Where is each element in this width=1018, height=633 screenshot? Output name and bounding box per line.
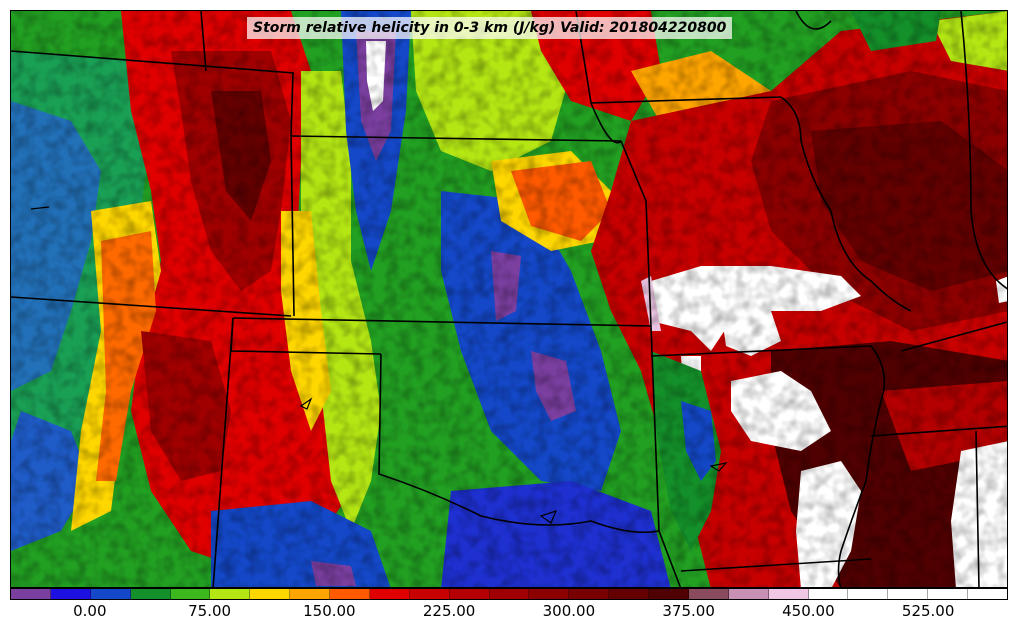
lake-2 [539,510,558,524]
colorbar-swatch-12 [489,589,530,599]
colorbar-swatch-11 [449,589,490,599]
colorbar-swatch-15 [609,589,649,599]
colorbar-tick-label: 300.00 [542,602,596,620]
state-borders [11,11,1007,587]
colorbar-swatch-14 [569,589,610,599]
border-il-in [960,11,1007,290]
colorbar-swatch-21 [848,589,889,599]
colorbar-tick-label: 525.00 [901,602,955,620]
colorbar-swatch-13 [529,589,570,599]
colorbar-swatch-0 [11,589,51,599]
lakes [30,206,728,524]
border-nm-west [212,317,234,587]
colorbar-swatch-22 [888,589,929,599]
colorbar-tick-label: 0.00 [73,602,107,620]
colorbar-swatch-18 [728,589,769,599]
border-ks-mo [620,140,652,327]
colorbar [10,588,1008,600]
colorbar-swatch-23 [928,589,968,599]
border-ne-ia [575,11,622,144]
colorbar-swatch-7 [290,589,330,599]
border-co-north [11,296,292,317]
colorbar-tick-label: 450.00 [782,602,835,620]
map-title: Storm relative helicity in 0-3 km (J/kg)… [247,17,733,39]
border-nd-sd [200,11,207,72]
colorbar-swatch-3 [130,589,171,599]
colorbar-tick-label: 75.00 [188,602,232,620]
lake-4 [30,206,50,210]
colorbar-swatch-10 [409,589,450,599]
border-ok-tx [378,353,660,534]
colorbar-swatch-2 [90,589,131,599]
border-tn-ms [870,425,1007,437]
border-ia-il [780,96,912,312]
colorbar-swatch-20 [808,589,849,599]
border-ks-south [232,317,652,327]
colorbar-tick-label: 375.00 [662,602,715,620]
border-ne-south [290,135,622,142]
colorbar-swatch-9 [369,589,410,599]
colorbar-swatch-8 [330,589,370,599]
border-ks-north [290,72,294,137]
colorbar-swatch-17 [688,589,729,599]
border-ia-mo [590,96,782,104]
border-ok-ar [650,325,682,587]
lake-1 [299,397,313,410]
border-mo-ar [650,345,872,357]
lake-3 [709,462,728,472]
border-mn-ia [795,11,832,30]
colorbar-swatch-1 [50,589,91,599]
colorbar-swatch-6 [250,589,291,599]
colorbar-swatch-19 [768,589,809,599]
colorbar-tick-label: 225.00 [422,602,476,620]
colorbar-swatch-24 [968,589,1007,599]
helicity-field [11,11,1007,587]
border-ks-co [290,135,295,317]
field-texture [11,11,1007,587]
colorbar-swatch-4 [170,589,211,599]
colorbar-ticks: 0.00 75.00 150.00 225.00 300.00 375.00 450.00 5… [10,602,1008,626]
colorbar-tick-label: 150.00 [303,602,356,620]
border-ky-tn [900,321,1007,352]
colorbar-swatch-5 [210,589,251,599]
border-mississippi [837,345,886,587]
colorbar-swatch-16 [649,589,689,599]
border-ms-al [975,430,980,587]
border-wy-ne [11,50,295,74]
helicity-map: Storm relative helicity in 0-3 km (J/kg)… [10,10,1008,588]
